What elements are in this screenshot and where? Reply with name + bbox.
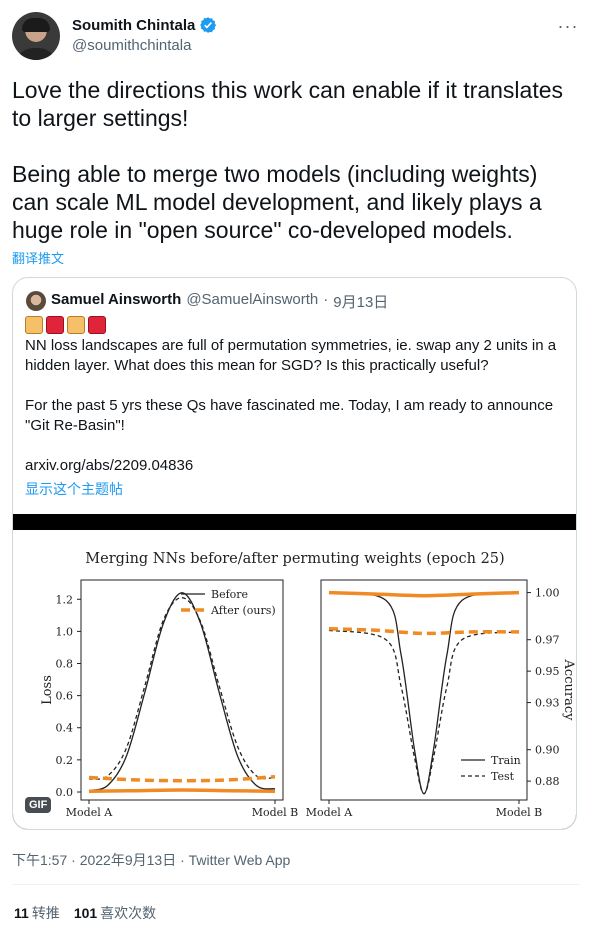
accuracy-chart: 1.00 0.97 0.95 0.93 0.90 0.88 Model A Model B Ac… [306,579,576,819]
tweet-stats: 11 转推 101 喜欢次数 [14,903,156,923]
tweet-text: Love the directions this work can enable… [12,77,564,243]
legend-label: Before [211,588,248,601]
translate-tweet-link[interactable]: 翻译推文 [12,251,65,266]
y-tick-label: 0.6 [56,690,74,703]
plot-frame [80,579,284,801]
verified-badge-icon [200,17,217,33]
y-tick-label: 0.2 [56,754,74,767]
x-tick-label: Model A [306,806,353,819]
y-tick-label: 0.97 [535,634,560,647]
author-name-row[interactable]: Soumith Chintala [72,16,217,34]
avatar-hair [22,18,50,32]
author-avatar[interactable] [12,12,60,60]
series-line [328,590,520,598]
y-tick-label: 0.90 [535,744,560,757]
show-thread-link[interactable]: 显示这个主题帖 [25,481,123,497]
series-line [328,629,520,795]
y-tick-label: 0.4 [56,722,74,735]
quoted-date: 9月13日 [333,294,389,311]
likes-count: 101 [73,905,98,921]
siren-emoji-icon [88,316,106,334]
quoted-tweet[interactable]: Samuel Ainsworth @SamuelAinsworth · 9月13… [12,277,577,830]
quoted-author-name: Samuel Ainsworth [51,291,182,308]
series-line [88,592,276,792]
scroll-emoji-icon [67,316,85,334]
loss-chart: 0.0 0.2 0.4 0.6 0.8 1.0 1.2 Model A Model B Loss B… [40,579,299,819]
scroll-emoji-icon [25,316,43,334]
figure-area: Merging NNs before/after permuting weigh… [13,530,576,829]
series-line [88,774,276,783]
author-handle[interactable]: @soumithchintala [72,37,192,54]
likes-stat[interactable]: 101 喜欢次数 [74,903,156,923]
figure-svg: Merging NNs before/after permuting weigh… [40,551,576,819]
y-tick-label: 0.93 [535,697,560,710]
quoted-tweet-text: NN loss landscapes are full of permutati… [25,337,557,474]
legend-label: Test [491,770,515,783]
likes-label: 喜欢次数 [100,905,157,921]
retweets-stat[interactable]: 11 转推 [14,903,60,923]
y-tick-label: 0.88 [535,775,560,788]
x-tick-label: Model A [66,806,113,819]
y-tick-label: 0.8 [56,658,74,671]
more-options-icon[interactable]: ··· [557,15,579,36]
quoted-author-row: Samuel Ainsworth @SamuelAinsworth · 9月13… [51,291,388,312]
legend-label: Train [491,754,521,767]
tweet-timestamp[interactable]: 下午1:57 · 2022年9月13日 · Twitter Web App [12,852,291,868]
retweets-count: 11 [14,905,29,921]
legend-label: After (ours) [210,604,276,617]
y-tick-label: 0.0 [56,786,74,799]
y-axis-label: Accuracy [561,659,576,722]
figure-title: Merging NNs before/after permuting weigh… [85,551,504,567]
emoji-row [25,316,106,334]
siren-emoji-icon [46,316,64,334]
author-name[interactable]: Soumith Chintala [72,16,196,34]
avatar-shoulders [14,48,58,60]
plot-frame [320,579,528,801]
y-tick-label: 1.0 [56,625,74,638]
y-axis-label: Loss [40,675,55,705]
series-line [88,597,276,780]
gif-badge: GIF [25,797,52,813]
series-line [88,788,276,793]
series-line [328,626,520,636]
quoted-author-avatar [26,291,46,311]
separator-dot: · [323,291,329,308]
y-tick-label: 1.2 [56,593,74,606]
y-tick-label: 0.95 [535,665,560,678]
x-tick-label: Model B [252,806,299,819]
y-tick-label: 1.00 [535,587,560,600]
retweets-label: 转推 [31,905,60,921]
x-tick-label: Model B [496,806,543,819]
quoted-author-handle: @SamuelAinsworth [186,291,319,308]
gif-media[interactable]: Merging NNs before/after permuting weigh… [13,514,576,829]
divider [12,884,580,885]
